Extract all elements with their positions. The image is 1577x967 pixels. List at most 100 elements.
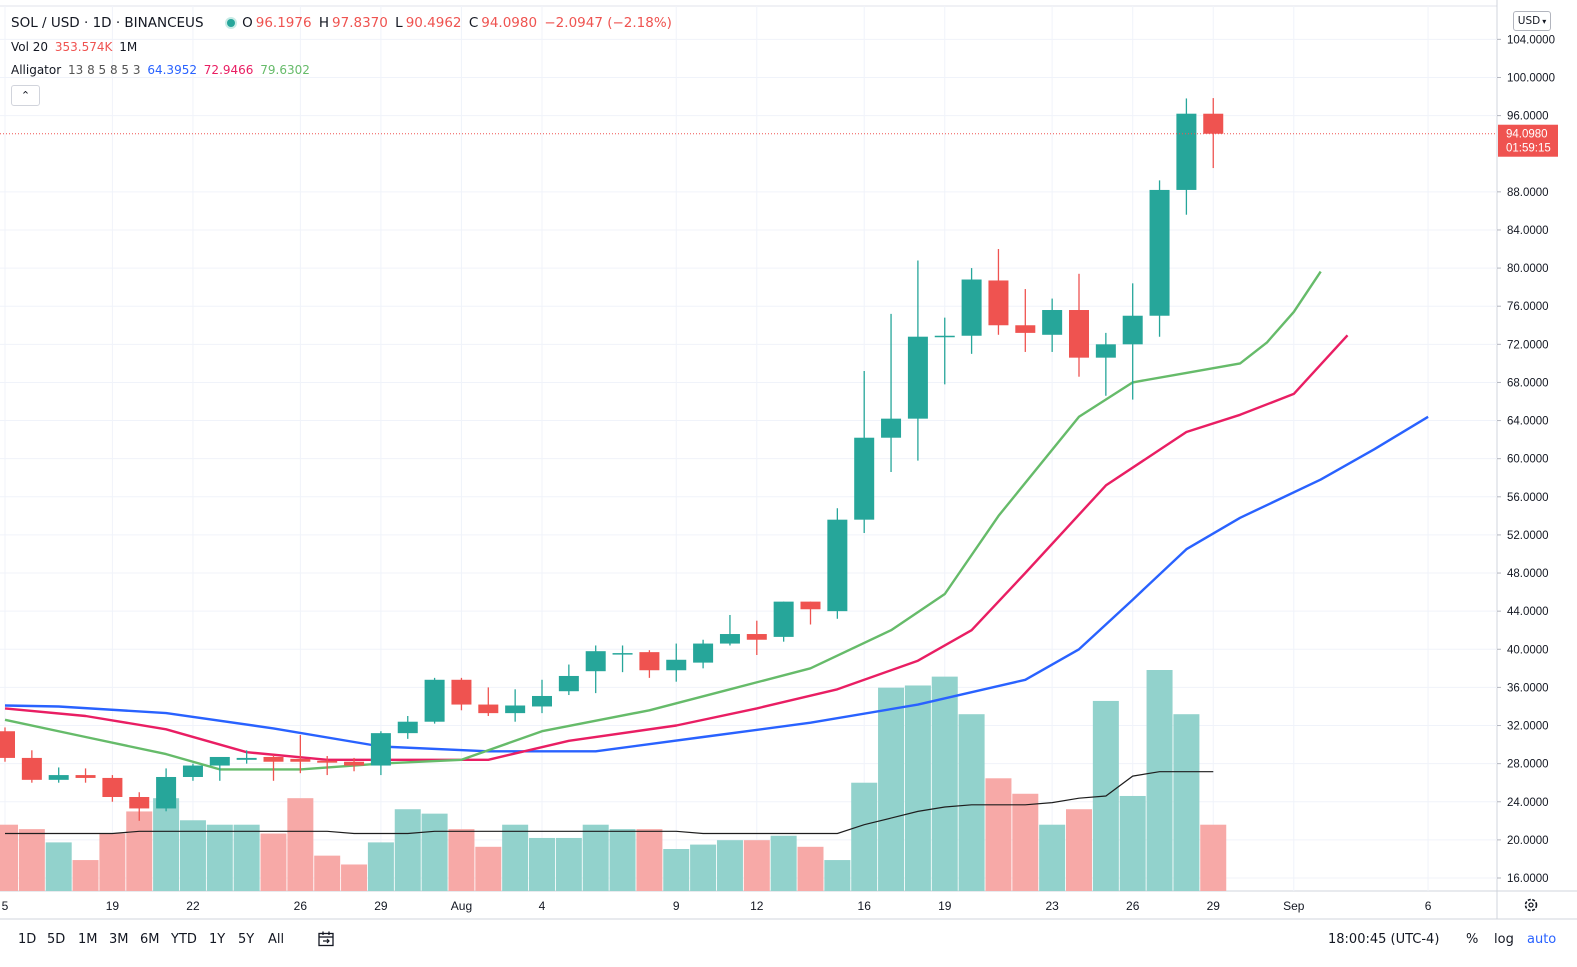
alligator-jaw-line[interactable] <box>4 415 1429 753</box>
candle-body <box>1149 189 1170 316</box>
candle[interactable] <box>961 268 982 354</box>
candle[interactable] <box>290 735 311 774</box>
candle[interactable] <box>317 756 338 776</box>
y-tick-label: 48.0000 <box>1507 568 1549 580</box>
candle[interactable] <box>75 768 96 783</box>
candle[interactable] <box>1203 98 1224 169</box>
candle-body <box>75 775 96 778</box>
volume-ma-line <box>5 771 1214 835</box>
candle[interactable] <box>397 715 418 739</box>
candle-body <box>1042 310 1063 335</box>
candle[interactable] <box>1015 289 1036 352</box>
candle[interactable] <box>1176 98 1197 215</box>
candle[interactable] <box>129 792 150 821</box>
candle-body <box>478 704 499 714</box>
candle[interactable] <box>236 750 257 764</box>
timeframe-6m[interactable]: 6M <box>140 932 160 947</box>
symbol-title[interactable]: SOL / USD · 1D · BINANCEUS <box>11 15 204 31</box>
x-tick-label: 19 <box>938 899 952 913</box>
clock-timezone[interactable]: 18:00:45 (UTC-4) <box>1328 932 1440 947</box>
candle[interactable] <box>1122 283 1143 400</box>
candle[interactable] <box>102 775 123 802</box>
candle[interactable] <box>48 767 69 783</box>
volume-bar <box>179 820 206 891</box>
timeframe-3m[interactable]: 3M <box>109 932 129 947</box>
candle[interactable] <box>612 645 633 673</box>
y-tick-label: 32.0000 <box>1507 721 1549 733</box>
candle-body <box>719 634 740 644</box>
candle[interactable] <box>854 371 875 534</box>
y-tick-label: 44.0000 <box>1507 606 1549 618</box>
timeframe-5y[interactable]: 5Y <box>238 932 255 947</box>
volume-bar <box>609 829 636 891</box>
candle[interactable] <box>1042 298 1063 352</box>
candle-body <box>397 721 418 734</box>
alligator-legend[interactable]: Alligator 13 8 5 8 5 3 64.3952 72.9466 7… <box>11 63 313 77</box>
candle[interactable] <box>263 755 284 781</box>
last-price-label: 94.0980 <box>1506 129 1548 141</box>
collapse-legend-button[interactable]: ⌃ <box>11 85 40 106</box>
candle[interactable] <box>0 727 15 762</box>
candle[interactable] <box>585 645 606 694</box>
candle[interactable] <box>800 601 821 625</box>
candle[interactable] <box>639 650 660 678</box>
x-tick-label: 26 <box>1126 899 1140 913</box>
candle[interactable] <box>451 677 472 711</box>
y-tick-label: 84.0000 <box>1507 225 1549 237</box>
currency-selector[interactable]: USD ▾ <box>1513 11 1551 31</box>
calendar-range-icon[interactable] <box>317 930 335 948</box>
log-scale-toggle[interactable]: log <box>1494 932 1514 947</box>
candle[interactable] <box>666 643 687 682</box>
candle[interactable] <box>209 756 230 781</box>
y-tick-label: 40.0000 <box>1507 644 1549 656</box>
candle[interactable] <box>746 620 767 655</box>
timeframe-1d[interactable]: 1D <box>18 932 37 947</box>
candle[interactable] <box>156 768 177 812</box>
volume-bar <box>716 840 743 891</box>
timeframe-all[interactable]: All <box>268 932 285 947</box>
candle[interactable] <box>1069 273 1089 377</box>
timeframe-1m[interactable]: 1M <box>78 932 98 947</box>
candle[interactable] <box>827 508 848 619</box>
candle[interactable] <box>344 757 365 772</box>
chevron-down-icon: ▾ <box>1542 16 1547 26</box>
candle[interactable] <box>773 601 794 642</box>
candle[interactable] <box>693 639 714 669</box>
candle[interactable] <box>719 614 740 646</box>
volume-legend[interactable]: Vol 20 353.574K 1M <box>11 40 140 54</box>
volume-bar <box>985 778 1012 891</box>
x-tick-label: 4 <box>539 899 546 913</box>
candle[interactable] <box>505 689 526 722</box>
alligator-teeth-value: 72.9466 <box>203 63 254 77</box>
timeframe-1y[interactable]: 1Y <box>209 932 226 947</box>
timeframe-5d[interactable]: 5D <box>47 932 66 947</box>
candle[interactable] <box>478 687 499 716</box>
candle[interactable] <box>532 679 552 714</box>
candle[interactable] <box>370 731 391 776</box>
volume-period: 1M <box>119 40 138 54</box>
percent-scale-toggle[interactable]: % <box>1466 932 1479 947</box>
y-tick-label: 104.0000 <box>1507 34 1555 46</box>
candle[interactable] <box>21 750 42 783</box>
candle[interactable] <box>1149 180 1170 337</box>
x-tick-label: 23 <box>1045 899 1059 913</box>
candle-body <box>317 760 338 763</box>
timeframe-ytd[interactable]: YTD <box>171 932 197 947</box>
candle[interactable] <box>1095 332 1116 396</box>
candle[interactable] <box>424 677 445 724</box>
candle[interactable] <box>934 317 955 385</box>
auto-scale-toggle[interactable]: auto <box>1527 932 1557 947</box>
volume-bar <box>904 685 931 891</box>
x-tick-label: Sep <box>1283 899 1305 913</box>
candle[interactable] <box>182 763 203 781</box>
gear-icon[interactable] <box>1524 898 1538 912</box>
change-value: −2.0947 (−2.18%) <box>544 15 672 31</box>
candle-body <box>773 601 794 637</box>
candle[interactable] <box>907 260 928 461</box>
candle[interactable] <box>881 313 902 473</box>
volume-bar <box>690 844 717 891</box>
alligator-lips-line[interactable] <box>4 270 1322 771</box>
candle[interactable] <box>558 664 579 696</box>
candle[interactable] <box>988 249 1009 335</box>
